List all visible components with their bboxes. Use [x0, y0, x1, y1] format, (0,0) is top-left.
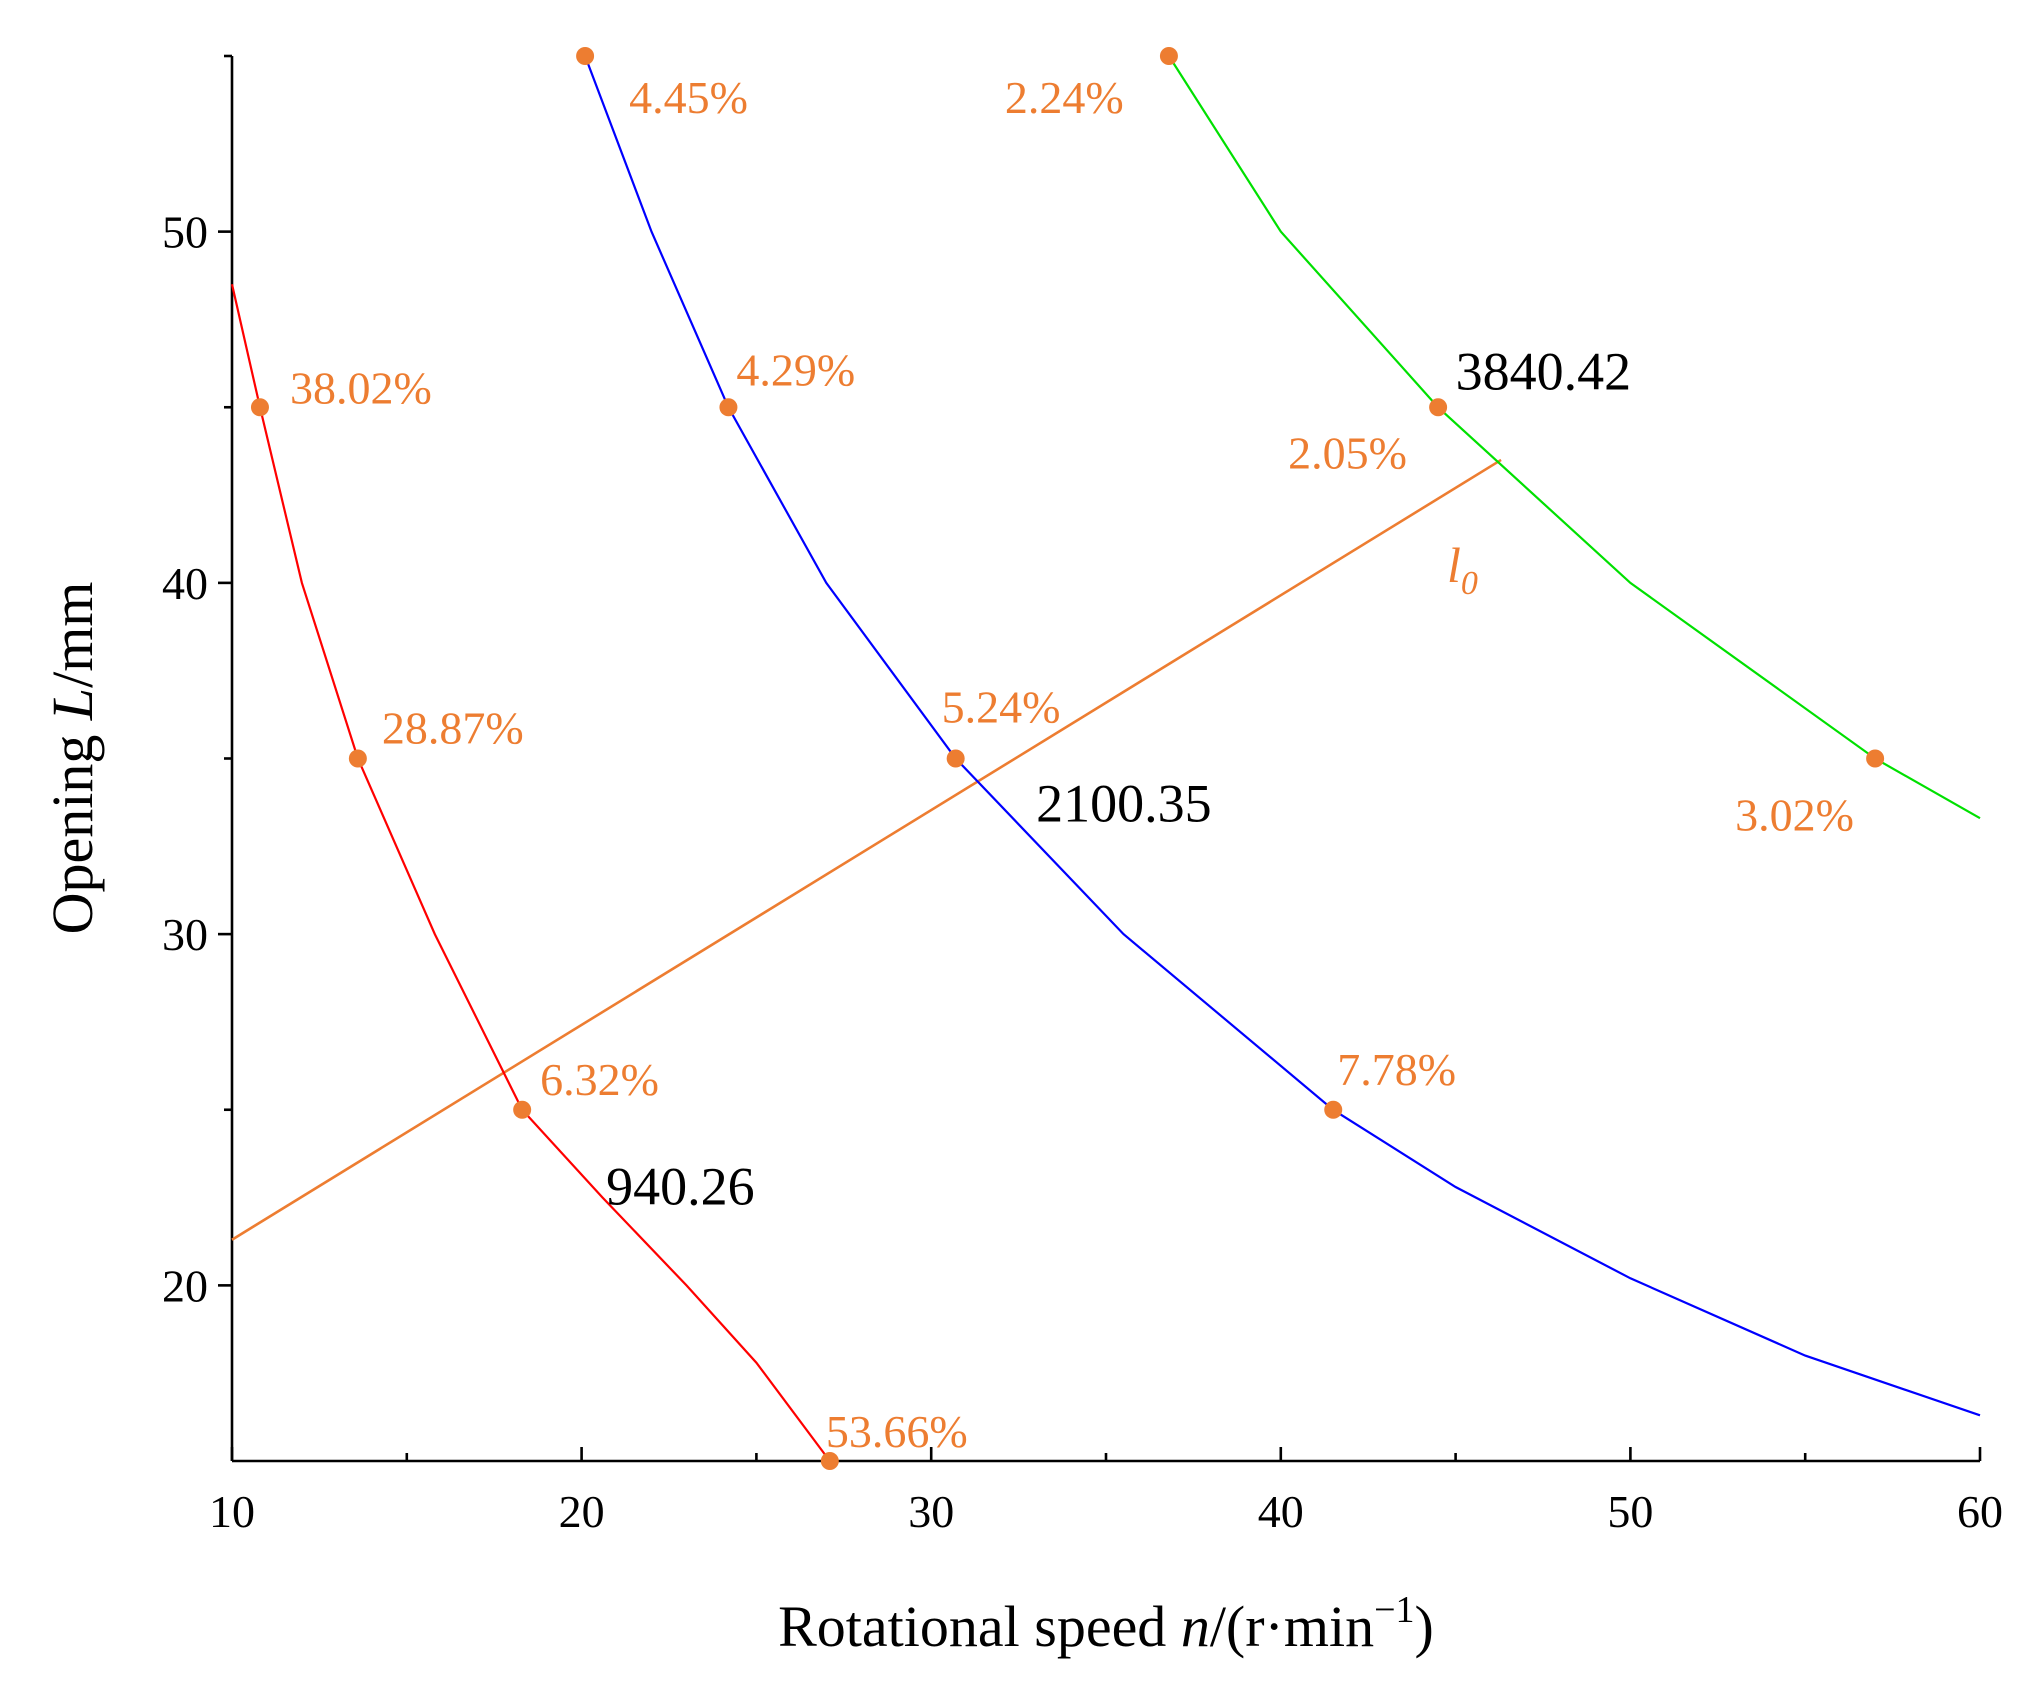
axis-ticks: 10 20 30 40 50 60 20 30 40 50: [162, 54, 2003, 1537]
data-point-marker: [250, 398, 269, 417]
percent-label: 2.24%: [1005, 72, 1124, 123]
data-point-marker: [1159, 47, 1178, 65]
percent-label: 53.66%: [826, 1406, 968, 1457]
l0-line-layer: [231, 458, 1502, 1241]
percent-label: 6.32%: [540, 1054, 659, 1105]
x-tick-label: 20: [559, 1486, 605, 1537]
x-tick-label: 10: [209, 1486, 255, 1537]
x-tick-label: 60: [1957, 1486, 2003, 1537]
data-point-marker: [820, 1452, 839, 1470]
x-tick-label: 50: [1607, 1486, 1653, 1537]
data-point-marker: [1429, 398, 1448, 417]
percent-label: 3.02%: [1735, 790, 1854, 841]
y-tick-label: 30: [162, 909, 208, 960]
series-curve-1: [230, 284, 831, 1462]
y-axis-title: Opening L/mm: [40, 582, 105, 935]
markers-layer: [250, 47, 1885, 1470]
labels-layer: 38.02% 28.87% 6.32% 53.66% 940.26 4.45% 4.29% 5…: [290, 72, 1854, 1457]
data-point-marker: [576, 47, 595, 65]
x-axis-title: Rotational speed n/(r·min−1): [778, 1589, 1434, 1659]
data-point-marker: [1866, 749, 1885, 768]
y-tick-label: 40: [162, 558, 208, 609]
percent-label: 38.02%: [290, 362, 432, 413]
percent-label: 2.05%: [1288, 427, 1407, 478]
data-point-marker: [719, 398, 738, 417]
x-tick-label: 30: [908, 1486, 954, 1537]
y-tick-label: 50: [162, 207, 208, 258]
percent-label: 5.24%: [942, 682, 1061, 733]
percent-label: 4.29%: [736, 344, 855, 395]
percent-label: 7.78%: [1337, 1044, 1456, 1095]
x-tick-label: 40: [1258, 1486, 1304, 1537]
iso-value-label: 3840.42: [1456, 342, 1632, 402]
l0-label: l0: [1447, 537, 1478, 602]
y-tick-label: 20: [162, 1260, 208, 1311]
iso-value-label: 940.26: [606, 1157, 755, 1217]
iso-value-label: 2100.35: [1036, 774, 1212, 834]
data-point-marker: [1324, 1100, 1343, 1119]
percent-label: 28.87%: [382, 703, 524, 754]
data-point-marker: [946, 749, 965, 768]
percent-label: 4.45%: [629, 72, 748, 123]
l0-line: [231, 458, 1502, 1241]
curves-layer: [230, 55, 1981, 1462]
series-curve-3: [1167, 55, 1981, 820]
data-point-marker: [348, 749, 367, 768]
series-curve-2: [584, 55, 1981, 1417]
data-point-marker: [513, 1100, 532, 1119]
